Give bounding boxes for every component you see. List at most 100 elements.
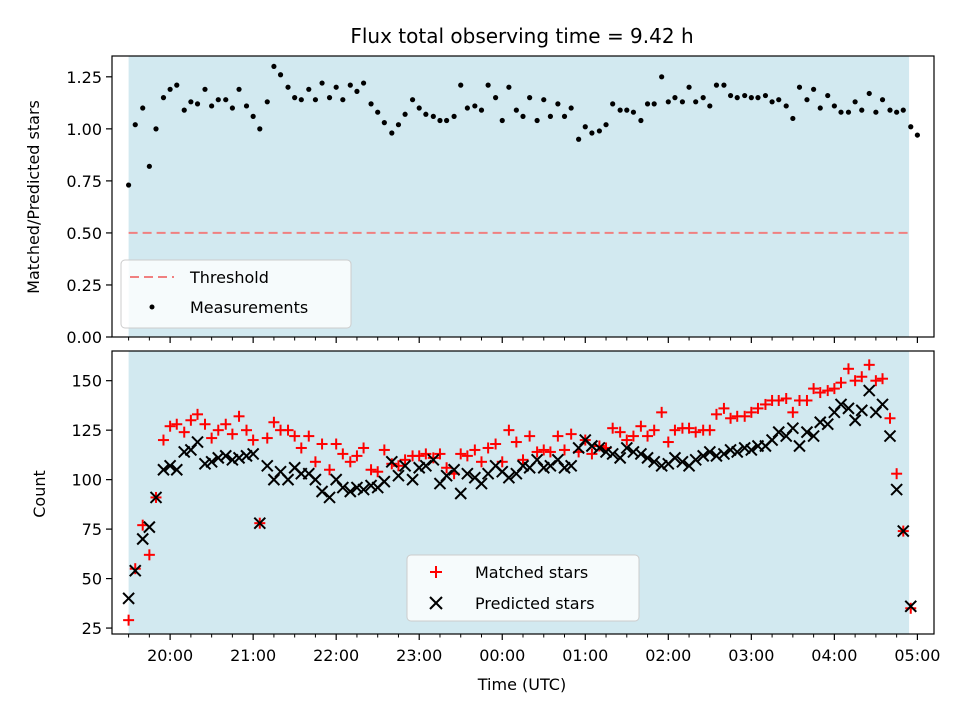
predicted-star-point: [544, 459, 557, 472]
matched-star-point: [344, 456, 356, 468]
predicted-star-point: [876, 398, 889, 411]
predicted-star-point: [848, 414, 862, 427]
measurement-point: [804, 97, 810, 103]
measurement-point: [209, 103, 215, 109]
matched-star-point: [199, 418, 211, 430]
predicted-star-point: [129, 564, 142, 577]
measurement-point: [811, 86, 817, 92]
measurement-point: [458, 82, 464, 88]
chart-title: Flux total observing time = 9.42 h: [350, 24, 693, 48]
x-tick-label: 04:00: [811, 646, 857, 665]
measurement-point: [257, 126, 263, 132]
top-y-tick-label: 1.00: [66, 120, 102, 139]
measurement-point: [188, 99, 194, 105]
measurement-point: [126, 182, 132, 188]
predicted-star-point: [502, 471, 516, 484]
legend-predicted-label: Predicted stars: [475, 594, 595, 613]
measurement-point: [292, 95, 298, 101]
matched-star-point: [434, 448, 446, 460]
predicted-star-point: [842, 402, 855, 415]
measurement-point: [561, 113, 568, 119]
predicted-star-point: [143, 520, 156, 534]
measurement-point: [236, 86, 242, 92]
matched-star-point: [662, 436, 674, 448]
predicted-star-point: [136, 532, 149, 546]
matched-star-point: [593, 440, 605, 452]
matched-star-point: [427, 452, 439, 464]
measurement-point: [707, 103, 713, 109]
measurement-point: [416, 105, 422, 111]
matched-star-point: [863, 359, 875, 371]
measurement-point: [825, 92, 831, 99]
measurement-point: [734, 95, 740, 101]
matched-star-point: [337, 448, 349, 460]
measurement-point: [520, 113, 526, 119]
matched-star-point: [282, 424, 294, 436]
matched-star-point: [185, 414, 197, 426]
matched-star-point: [718, 402, 730, 414]
measurement-point: [742, 92, 748, 99]
matched-star-point: [316, 438, 328, 450]
matched-star-point: [648, 424, 660, 436]
measurement-point: [395, 122, 402, 128]
predicted-star-point: [385, 455, 399, 469]
predicted-star-point: [564, 459, 578, 472]
measurement-point: [485, 82, 491, 88]
measurement-point: [721, 82, 727, 88]
predicted-star-point: [315, 485, 329, 498]
predicted-star-point: [807, 429, 820, 443]
predicted-star-point: [149, 491, 163, 504]
predicted-star-point: [344, 485, 357, 498]
measurement-point: [838, 109, 844, 115]
measurement-point: [132, 122, 138, 128]
measurement-point: [796, 84, 803, 90]
matched-star-point: [524, 430, 536, 442]
matched-star-point: [247, 434, 259, 446]
measurement-point: [755, 95, 761, 101]
matched-star-point: [455, 448, 467, 460]
measurement-point: [873, 109, 879, 115]
matched-star-point: [683, 422, 695, 434]
matched-star-point: [870, 375, 882, 387]
predicted-star-point: [647, 455, 661, 469]
measurement-point: [167, 86, 173, 92]
measurement-point: [174, 82, 180, 88]
predicted-star-point: [323, 491, 336, 504]
top-y-axis-label: Matched/Predicted stars: [24, 100, 43, 294]
measurement-point: [243, 103, 250, 109]
matched-star-point: [621, 434, 633, 446]
measurement-point: [360, 80, 367, 86]
measurement-point: [762, 92, 769, 99]
predicted-star-point: [454, 487, 467, 500]
measurement-point: [202, 86, 208, 92]
predicted-star-point: [717, 447, 731, 461]
predicted-star-point: [398, 459, 412, 472]
matched-star-point: [420, 448, 432, 460]
matched-star-point: [808, 383, 820, 395]
measurement-point: [665, 99, 671, 105]
matched-star-point: [656, 406, 668, 418]
measurement-point: [679, 99, 686, 105]
matched-star-point: [503, 424, 515, 436]
top-y-axis: 0.00 0.25 0.50 0.75 1.00 1.25: [66, 68, 112, 347]
matched-star-point: [365, 464, 377, 476]
matched-star-point: [814, 387, 826, 399]
bottom-y-tick-label: 125: [71, 421, 102, 440]
matched-star-point: [607, 422, 619, 434]
matched-star-point: [828, 383, 840, 395]
matched-star-point: [171, 418, 183, 430]
matched-star-point: [704, 424, 716, 436]
matched-star-point: [309, 456, 321, 468]
measurement-point: [160, 95, 167, 101]
top-legend: Threshold Measurements: [120, 259, 352, 329]
top-y-tick-label: 0.50: [66, 224, 102, 243]
matched-star-point: [475, 456, 487, 468]
matched-star-point: [129, 563, 141, 575]
matched-star-point: [220, 418, 232, 430]
predicted-star-point: [585, 439, 599, 453]
predicted-star-point: [897, 524, 910, 538]
matched-star-point: [690, 426, 702, 438]
matched-star-point: [669, 424, 681, 436]
matched-star-point: [759, 398, 771, 410]
predicted-star-point: [821, 418, 834, 431]
